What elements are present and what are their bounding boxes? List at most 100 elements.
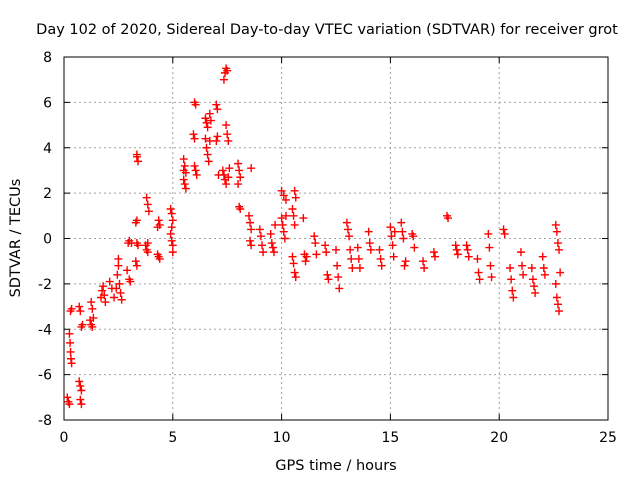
data-point (168, 241, 177, 250)
data-point (143, 239, 152, 248)
data-point (473, 254, 482, 263)
data-point (213, 105, 222, 114)
data-point (397, 218, 406, 227)
data-point (429, 248, 438, 257)
x-tick-label: 0 (60, 430, 69, 446)
data-point (345, 232, 354, 241)
data-point (113, 270, 122, 279)
data-point (444, 214, 453, 223)
data-point (390, 227, 399, 236)
y-tick-label: 8 (43, 50, 52, 66)
data-point (552, 293, 561, 302)
data-point (453, 250, 462, 259)
data-point (212, 100, 221, 109)
data-point (167, 236, 176, 245)
data-point (410, 243, 419, 252)
data-point (278, 220, 287, 229)
data-point (65, 400, 74, 409)
data-points (63, 64, 565, 409)
data-point (110, 293, 119, 302)
data-point (166, 205, 175, 214)
data-point (280, 234, 289, 243)
data-point (399, 234, 408, 243)
data-point (219, 75, 228, 84)
data-point (509, 293, 518, 302)
data-point (507, 275, 516, 284)
data-point (386, 223, 395, 232)
data-point (279, 191, 288, 200)
data-point (290, 220, 299, 229)
data-point (142, 193, 151, 202)
y-tick-labels: -8 -6 -4 -2 0 2 4 6 8 (38, 50, 52, 429)
data-point (203, 123, 212, 132)
data-point (100, 291, 109, 300)
data-point (219, 170, 228, 179)
data-point (235, 166, 244, 175)
data-point (101, 298, 110, 307)
data-point (269, 248, 278, 257)
data-point (364, 227, 373, 236)
y-tick-label: 0 (43, 232, 52, 248)
data-point (225, 164, 234, 173)
data-point (75, 377, 84, 386)
data-point (528, 275, 537, 284)
data-point (346, 245, 355, 254)
grid-lines (64, 57, 608, 420)
data-point (167, 209, 176, 218)
data-point (213, 132, 222, 141)
data-point (168, 216, 177, 225)
y-tick-label: 6 (43, 95, 52, 111)
data-point (332, 245, 340, 254)
data-point (375, 245, 384, 254)
data-point (281, 211, 290, 220)
x-tick-label: 5 (168, 430, 177, 446)
data-point (256, 232, 265, 241)
data-point (123, 266, 132, 275)
data-point (335, 284, 344, 293)
data-point (519, 270, 528, 279)
data-point (236, 205, 245, 214)
x-tick-label: 10 (273, 430, 291, 446)
data-point (191, 100, 200, 109)
data-point (355, 263, 364, 272)
data-point (180, 180, 189, 189)
data-point (189, 130, 198, 139)
data-point (527, 263, 536, 272)
data-point (114, 254, 123, 263)
data-point (132, 261, 141, 270)
data-point (202, 143, 211, 152)
data-point (401, 257, 410, 266)
data-point (247, 225, 256, 234)
data-point (223, 66, 232, 75)
data-point (268, 243, 277, 252)
data-point (247, 164, 256, 173)
data-point (132, 150, 141, 159)
data-point (419, 257, 428, 266)
data-point (516, 248, 525, 257)
data-point (181, 184, 190, 193)
chart-title: Day 102 of 2020, Sidereal Day-to-day VTE… (36, 22, 618, 38)
data-point (277, 214, 286, 223)
data-point (464, 252, 473, 261)
data-point (65, 329, 74, 338)
data-point (290, 268, 299, 277)
data-point (324, 275, 333, 284)
data-point (551, 220, 560, 229)
data-point (179, 155, 188, 164)
data-point (98, 286, 107, 295)
data-point (201, 114, 210, 123)
data-point (115, 279, 124, 288)
data-point (398, 227, 407, 236)
data-point (223, 130, 232, 139)
data-point (312, 250, 321, 259)
data-point (112, 284, 121, 293)
data-point (506, 263, 515, 272)
data-point (63, 393, 72, 402)
data-point (126, 277, 135, 286)
y-tick-label: -6 (38, 368, 52, 384)
data-point (67, 359, 76, 368)
data-point (420, 263, 429, 272)
data-point (89, 313, 98, 322)
data-point (377, 261, 386, 270)
